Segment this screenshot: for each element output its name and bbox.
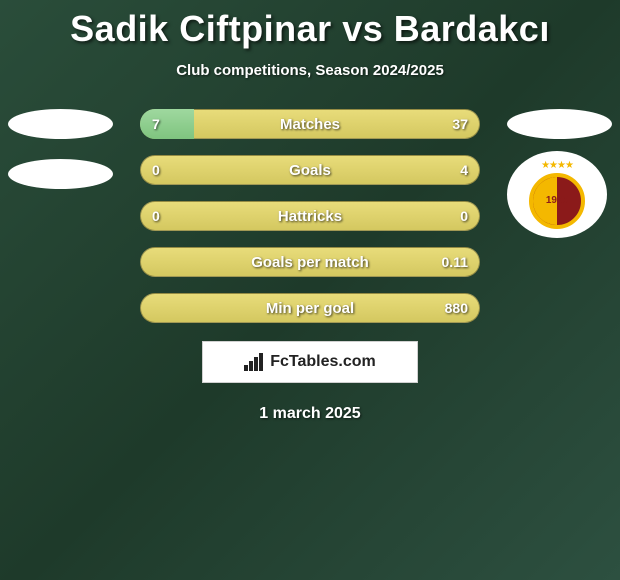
date-line: 1 march 2025: [0, 405, 620, 423]
stat-left-value: 0: [152, 162, 160, 178]
page-title: Sadik Ciftpinar vs Bardakcı: [0, 8, 620, 50]
stat-left-value: 0: [152, 208, 160, 224]
stat-bar: 0 Goals 4: [140, 155, 480, 185]
stat-right-value: 37: [452, 116, 468, 132]
subtitle: Club competitions, Season 2024/2025: [0, 62, 620, 79]
stat-bar: Goals per match 0.11: [140, 247, 480, 277]
stat-label: Hattricks: [278, 208, 342, 225]
stat-label: Min per goal: [266, 300, 354, 317]
stat-row: 0 Hattricks 0: [0, 201, 620, 231]
stat-bar: Min per goal 880: [140, 293, 480, 323]
stat-label: Goals per match: [251, 254, 369, 271]
stat-bar-left-fill: [140, 109, 194, 139]
stat-bar: 7 Matches 37: [140, 109, 480, 139]
stat-right-value: 0.11: [442, 254, 468, 270]
stat-row: Goals per match 0.11: [0, 247, 620, 277]
stat-left-value: 7: [152, 116, 160, 132]
infographic-container: Sadik Ciftpinar vs Bardakcı Club competi…: [0, 0, 620, 423]
brand-text: FcTables.com: [270, 353, 376, 371]
brand-box: FcTables.com: [202, 341, 418, 383]
bars-icon: [244, 353, 264, 371]
stat-row: Min per goal 880: [0, 293, 620, 323]
stat-bar: 0 Hattricks 0: [140, 201, 480, 231]
stat-right-value: 0: [460, 208, 468, 224]
stat-right-value: 880: [445, 300, 468, 316]
stat-label: Matches: [280, 116, 340, 133]
stat-label: Goals: [289, 162, 331, 179]
stat-row: 0 Goals 4: [0, 155, 620, 185]
stat-right-value: 4: [460, 162, 468, 178]
stats-area: ★★★★ 1905 7Matches370Goals40Hattricks0Go…: [0, 109, 620, 323]
gs-year: 1905: [546, 196, 568, 206]
stat-row: 7 Matches 37: [0, 109, 620, 139]
